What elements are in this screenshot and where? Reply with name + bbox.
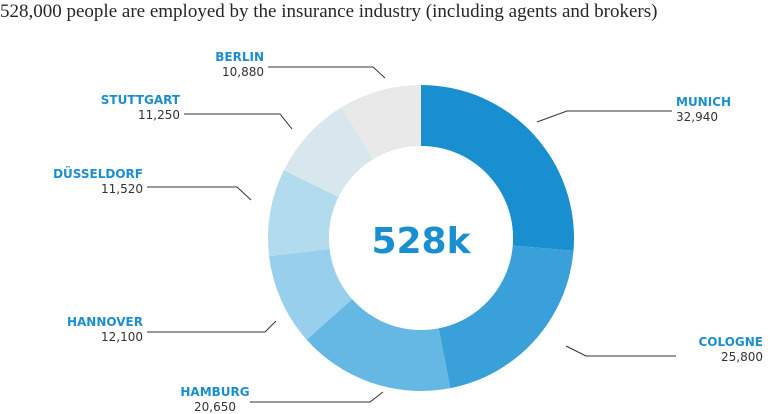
- leader-line-hamburg: [250, 391, 384, 403]
- leader-line-stuttgart: [184, 113, 293, 130]
- leader-line-düsseldorf: [147, 186, 252, 201]
- slice-value-label: 10,880: [222, 65, 264, 79]
- donut-slice-berlin: [341, 85, 421, 160]
- slice-name-label: MUNICH: [676, 95, 731, 109]
- slice-name-label: BERLIN: [215, 50, 264, 64]
- slice-name-label: COLOGNE: [698, 335, 763, 349]
- slice-name-label: STUTTGART: [101, 93, 181, 107]
- leader-line-cologne: [565, 345, 676, 357]
- leader-line-berlin: [268, 66, 386, 79]
- donut-slice-munich: [421, 85, 574, 251]
- leader-line-hannover: [147, 320, 277, 333]
- donut-slice-düsseldorf: [268, 170, 339, 257]
- donut-hole: [329, 146, 513, 330]
- center-total-label: 528k: [371, 221, 471, 262]
- donut-slice-cologne: [438, 245, 574, 389]
- slice-name-label: HAMBURG: [180, 385, 249, 399]
- slice-value-label: 11,250: [138, 108, 180, 122]
- slice-value-label: 20,650: [194, 400, 236, 414]
- slice-value-label: 12,100: [101, 330, 143, 344]
- donut-slices: [268, 85, 574, 391]
- leader-lines: [147, 66, 676, 403]
- slice-value-label: 11,520: [101, 182, 143, 196]
- donut-slice-stuttgart: [283, 107, 374, 198]
- donut-slice-hannover: [269, 248, 353, 340]
- slice-value-label: 25,800: [721, 350, 763, 364]
- slice-value-label: 32,940: [676, 110, 718, 124]
- donut-slice-hamburg: [306, 299, 451, 391]
- slice-name-label: HANNOVER: [67, 315, 143, 329]
- leader-line-munich: [536, 110, 672, 123]
- slice-name-label: DÜSSELDORF: [53, 166, 143, 181]
- chart-title: 528,000 people are employed by the insur…: [0, 1, 658, 22]
